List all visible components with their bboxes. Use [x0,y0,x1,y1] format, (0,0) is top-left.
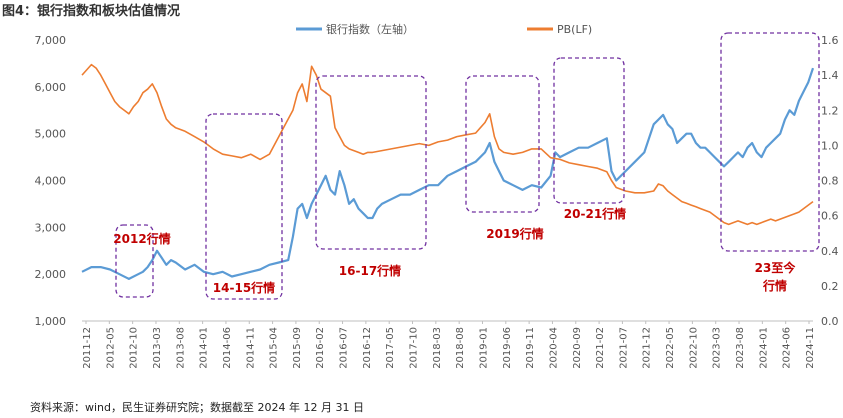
y-left-tick-label: 5,000 [35,128,67,141]
annotation-box [720,32,820,252]
x-tick-label: 2019-11 [525,327,536,369]
x-tick-label: 2012-05 [105,327,116,369]
y-right-tick-label: 1.6 [821,34,839,47]
y-right-tick-label: 0.4 [821,245,839,258]
figure-source: 资料来源：wind，民生证券研究院；数据截至 2024 年 12 月 31 日 [30,401,364,414]
x-tick-label: 2019-01 [478,327,489,369]
y-right-tick-label: 0.8 [821,175,839,188]
x-tick-label: 2017-05 [385,327,396,369]
x-tick-label: 2016-02 [315,327,326,369]
x-tick-label: 2023-08 [735,327,746,369]
y-left-axis: 1,000 2,000 3,000 4,000 5,000 6,000 7,000 [35,34,67,328]
y-left-tick-label: 4,000 [35,175,67,188]
y-right-tick-label: 0.0 [821,315,839,328]
x-tick-label: 2013-03 [152,327,163,369]
y-left-tick-label: 3,000 [35,221,67,234]
series-layer [81,63,815,280]
series-line-bank-index [81,67,815,280]
y-right-tick-label: 0.2 [821,280,839,293]
x-tick-label: 2021-07 [618,327,629,369]
x-tick-label: 2020-09 [572,327,583,369]
annotation-box [115,224,154,298]
y-right-tick-label: 1.2 [821,104,839,117]
x-tick-label: 2013-08 [175,327,186,369]
x-tick-label: 2022-10 [688,327,699,369]
x-tick-label: 2012-10 [129,327,140,369]
annotation-label: 14-15行情 [213,280,275,295]
annotation-box [553,57,625,204]
y-right-tick-label: 0.6 [821,210,839,223]
y-right-axis: 0.0 0.2 0.4 0.6 0.8 1.0 1.2 1.4 1.6 [821,34,839,328]
y-left-tick-label: 2,000 [35,268,67,281]
figure-title: 图4：银行指数和板块估值情况 [2,4,181,19]
annotation-label: 行情 [762,278,787,293]
y-left-tick-label: 6,000 [35,81,67,94]
x-tick-label: 2016-12 [362,327,373,369]
x-tick-label: 2019-06 [502,327,513,369]
x-tick-label: 2011-12 [82,327,93,369]
x-tick-label: 2024-06 [782,327,793,369]
annotation-label: 2012行情 [113,231,170,246]
annotation-label: 2019行情 [486,226,543,241]
series-line-pb [81,63,814,226]
y-right-tick-label: 1.0 [821,139,839,152]
annotation-label: 16-17行情 [339,263,401,278]
x-tick-label: 2014-11 [245,327,256,369]
annotation-box [205,113,283,300]
x-axis: 2011-12 2012-05 2012-10 2013-03 2013-08 2014-… [82,320,816,369]
legend-label: 银行指数（左轴） [326,22,414,36]
y-left-tick-label: 7,000 [35,34,67,47]
x-tick-label: 2017-10 [409,327,420,369]
legend-label: PB(LF) [557,23,592,36]
x-tick-label: 2022-05 [665,327,676,369]
y-left-tick-label: 1,000 [35,315,67,328]
x-tick-label: 2021-12 [642,327,653,369]
x-tick-label: 2024-11 [805,327,816,369]
annotation-label: 23至今 [755,260,797,275]
x-tick-label: 2015-09 [292,327,303,369]
x-tick-label: 2021-02 [595,327,606,369]
x-tick-label: 2018-03 [432,327,443,369]
x-tick-label: 2015-04 [269,327,280,369]
y-right-tick-label: 1.4 [821,69,839,82]
annotation-label: 20-21行情 [564,206,626,221]
x-tick-label: 2020-04 [548,327,559,369]
annotation-box [465,75,540,213]
x-tick-label: 2014-06 [222,327,233,369]
x-tick-label: 2024-01 [758,327,769,369]
x-tick-label: 2014-01 [199,327,210,369]
x-tick-label: 2018-08 [455,327,466,369]
annotation-box [315,75,427,250]
legend: 银行指数（左轴） PB(LF) [296,22,592,36]
x-tick-label: 2016-07 [339,327,350,369]
x-tick-label: 2023-03 [712,327,723,369]
